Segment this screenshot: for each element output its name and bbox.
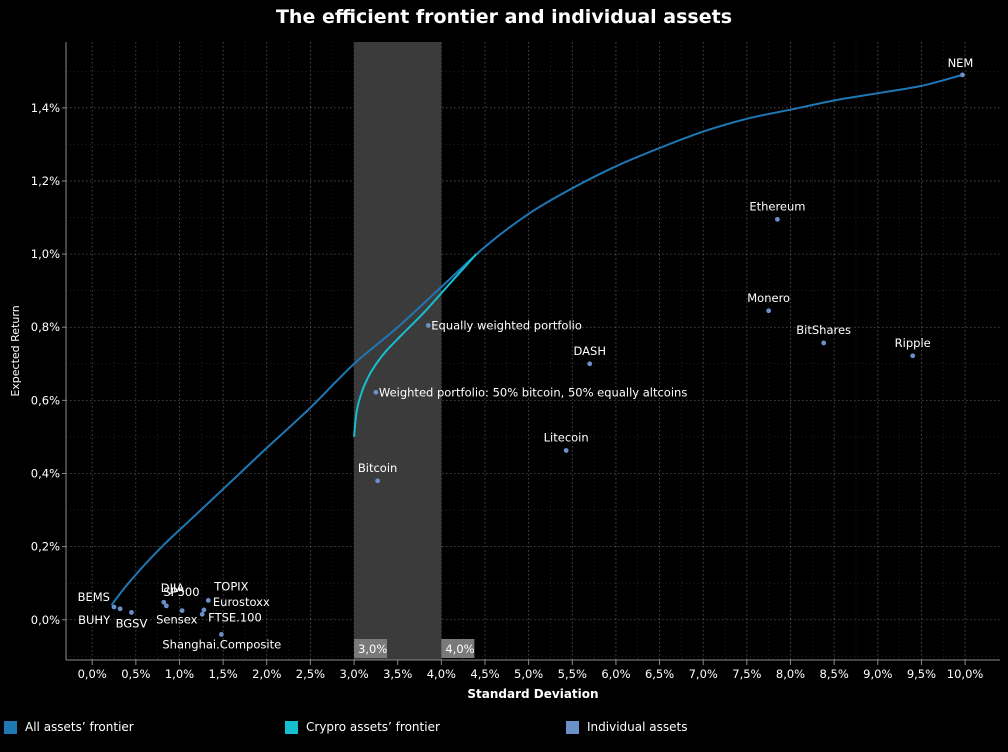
frontier-lines <box>110 73 963 606</box>
band-label: 3,0% <box>358 642 387 656</box>
band-label-box <box>354 639 388 658</box>
asset-label: Equally weighted portfolio <box>431 318 582 332</box>
asset-point <box>199 611 205 617</box>
asset-label: BUHY <box>78 613 111 627</box>
asset-point <box>563 448 569 453</box>
y-tick-label: 1,4% <box>31 101 60 115</box>
asset-label: BitShares <box>796 323 851 337</box>
asset-point <box>111 604 117 610</box>
asset-label: Eurostoxx <box>213 595 270 609</box>
x-tick-label: 0,5% <box>121 667 150 681</box>
y-tick-label: 1,2% <box>31 174 60 188</box>
y-axis-title: Expected Return <box>9 305 22 396</box>
asset-point <box>117 606 123 612</box>
asset-point <box>821 340 827 346</box>
highlight-band-layer: 3,0% 4,0% <box>354 42 475 660</box>
asset-points: NEM Ethereum Monero BitShares Ripple DASH Lite… <box>78 56 974 651</box>
legend-swatch <box>4 720 17 734</box>
y-tick-label: 0,4% <box>31 467 60 481</box>
x-tick-label: 1,5% <box>209 667 238 681</box>
x-tick-label: 9,5% <box>907 667 936 681</box>
y-tick-label: 1,0% <box>31 247 60 261</box>
x-tick-label: 2,5% <box>296 667 325 681</box>
x-tick-label: 4,5% <box>470 667 499 681</box>
asset-label: Weighted portfolio: 50% bitcoin, 50% equ… <box>379 385 687 399</box>
band-label: 4,0% <box>445 642 474 656</box>
asset-point <box>179 608 185 614</box>
asset-label: SP500 <box>163 585 199 599</box>
asset-point <box>775 216 780 222</box>
asset-label: NEM <box>948 56 974 70</box>
x-tick-label: 7,0% <box>689 667 718 681</box>
asset-point <box>161 599 167 605</box>
x-tick-label: 3,5% <box>383 667 412 681</box>
legend-item: All assets’ frontier <box>4 720 134 734</box>
asset-point <box>218 632 224 637</box>
all-assets-frontier-line <box>110 73 963 606</box>
x-tick-label: 6,5% <box>645 667 674 681</box>
y-tick-label: 0,6% <box>31 393 60 407</box>
legend-item: Individual assets <box>566 720 687 734</box>
x-tick-label: 8,0% <box>776 667 805 681</box>
asset-point <box>375 478 381 484</box>
asset-point <box>201 607 207 613</box>
crypto-assets-frontier-line <box>353 253 478 437</box>
asset-point <box>205 597 211 603</box>
x-tick-label: 9,0% <box>863 667 892 681</box>
legend-swatch <box>566 720 579 734</box>
asset-point <box>129 610 134 615</box>
legend-label: Crypro assets’ frontier <box>306 720 440 734</box>
asset-label: Monero <box>747 291 790 305</box>
band-label-box <box>441 639 475 658</box>
asset-point <box>425 323 431 328</box>
legend-swatch <box>285 720 298 734</box>
asset-label: FTSE.100 <box>208 610 262 624</box>
x-tick-label: 5,0% <box>514 667 543 681</box>
x-tick-label: 7,5% <box>732 667 761 681</box>
asset-point <box>587 361 593 367</box>
asset-label: TOPIX <box>213 579 248 593</box>
highlight-band <box>354 42 442 660</box>
y-tick-label: 0,8% <box>31 320 60 334</box>
chart-title: The efficient frontier and individual as… <box>275 6 733 28</box>
legend-item: Crypro assets’ frontier <box>285 720 440 734</box>
asset-label: Bitcoin <box>358 461 397 475</box>
y-tick-label: 0,2% <box>31 540 60 554</box>
asset-point <box>910 353 916 359</box>
x-tick-label: 8,5% <box>820 667 849 681</box>
asset-label: Ripple <box>895 336 931 350</box>
x-tick-label: 2,0% <box>252 667 281 681</box>
asset-label: BGSV <box>116 616 148 630</box>
asset-label: Ethereum <box>749 199 805 213</box>
legend-label: All assets’ frontier <box>25 720 134 734</box>
asset-label: Sensex <box>156 613 198 627</box>
y-tick-label: 0,0% <box>31 613 60 627</box>
x-tick-label: 6,0% <box>601 667 630 681</box>
x-tick-label: 1,0% <box>165 667 194 681</box>
x-tick-label: 0,0% <box>78 667 107 681</box>
asset-point <box>163 603 169 609</box>
asset-label: Shanghai.Composite <box>162 637 281 651</box>
legend-label: Individual assets <box>587 720 688 734</box>
asset-label: DASH <box>574 344 606 358</box>
asset-point <box>960 72 965 78</box>
asset-label: BEMS <box>78 590 110 604</box>
asset-label: Litecoin <box>544 430 589 444</box>
asset-point <box>373 389 379 395</box>
x-tick-label: 5,5% <box>558 667 587 681</box>
asset-label: DJIA <box>161 581 185 595</box>
axis-layer: 0,0% 0,5% 1,0% 1,5% 2,0% 2,5% 3,0% 3,5% 4,0% 4,5%… <box>31 42 1000 681</box>
x-tick-label: 4,0% <box>427 667 456 681</box>
grid-layer <box>66 42 1000 660</box>
x-tick-label: 10,0% <box>947 667 984 681</box>
x-tick-label: 3,0% <box>339 667 368 681</box>
x-axis-title: Standard Deviation <box>467 687 598 701</box>
asset-point <box>766 308 772 314</box>
legend: All assets’ frontier Crypro assets’ front… <box>0 718 1008 742</box>
